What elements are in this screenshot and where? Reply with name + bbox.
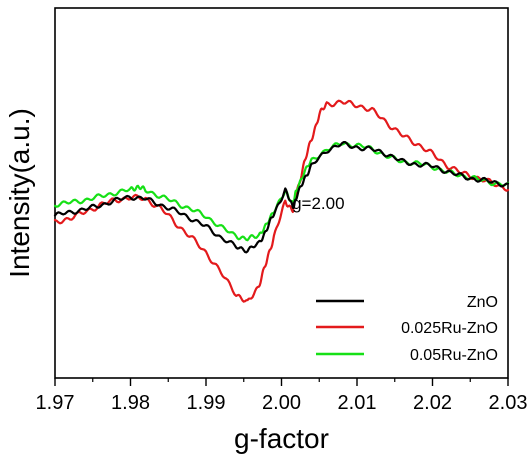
x-tick-label-0: 1.97: [36, 392, 75, 414]
legend-label-zno: ZnO: [467, 294, 498, 311]
legend-label-0-05ru-zno: 0.05Ru-ZnO: [410, 347, 498, 364]
x-tick-label-5: 2.02: [413, 392, 452, 414]
plot-frame: [54, 7, 509, 379]
y-axis-title: Intensity(a.u.): [4, 108, 35, 278]
x-axis-title: g-factor: [234, 423, 329, 454]
x-tick-label-3: 2.00: [262, 392, 301, 414]
x-tick-label-4: 2.01: [338, 392, 377, 414]
legend-label-0-025ru-zno: 0.025Ru-ZnO: [401, 320, 498, 337]
x-tick-label-6: 2.03: [489, 392, 528, 414]
annotation-g-value: g=2.00: [292, 194, 344, 213]
series-line-0-05ru-zno: [53, 141, 510, 242]
x-tick-label-2: 1.99: [187, 392, 226, 414]
x-tick-label-1: 1.98: [111, 392, 150, 414]
series-line-zno: [53, 140, 510, 254]
